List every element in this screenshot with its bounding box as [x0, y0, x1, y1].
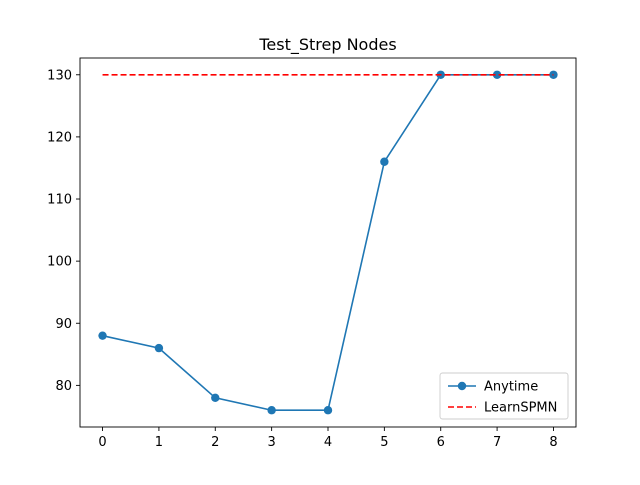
x-tick-label: 6 [437, 435, 445, 450]
x-tick-label: 7 [493, 435, 501, 450]
y-tick-label: 90 [55, 317, 72, 332]
data-point-anytime [549, 70, 558, 79]
data-point-anytime [267, 406, 276, 415]
legend-label-anytime: Anytime [484, 380, 538, 395]
data-point-anytime [323, 406, 333, 415]
x-tick-label: 0 [98, 435, 106, 450]
x-tick-label: 4 [324, 435, 332, 450]
plot-frame [79, 57, 577, 428]
x-tick-label: 2 [211, 435, 219, 450]
x-tick-label: 3 [267, 435, 275, 450]
series-layer [98, 70, 558, 415]
x-tick-label: 8 [549, 435, 557, 450]
y-tick-label: 80 [55, 379, 72, 394]
legend-label-learnspmn: LearnSPMN [484, 401, 557, 416]
x-tick-label: 1 [155, 435, 163, 450]
legend: Anytime LearnSPMN [439, 372, 569, 420]
y-tick-label: 120 [47, 130, 72, 145]
chart-title: Test_Strep Nodes [258, 35, 396, 55]
data-point-anytime [154, 343, 164, 353]
axes-layer: 0 1 2 3 4 5 6 7 8 80 90 100 110 120 130 [47, 57, 577, 450]
y-tick-label: 130 [47, 68, 72, 83]
data-point-anytime [380, 157, 389, 166]
data-point-anytime [492, 70, 502, 79]
legend-marker-anytime [457, 381, 467, 391]
data-point-anytime [211, 393, 220, 403]
series-line-anytime [102, 73, 554, 412]
y-tick-label: 100 [47, 255, 72, 270]
x-tick-label: 5 [380, 435, 388, 450]
data-point-anytime [98, 331, 107, 340]
y-tick-label: 110 [47, 193, 72, 208]
